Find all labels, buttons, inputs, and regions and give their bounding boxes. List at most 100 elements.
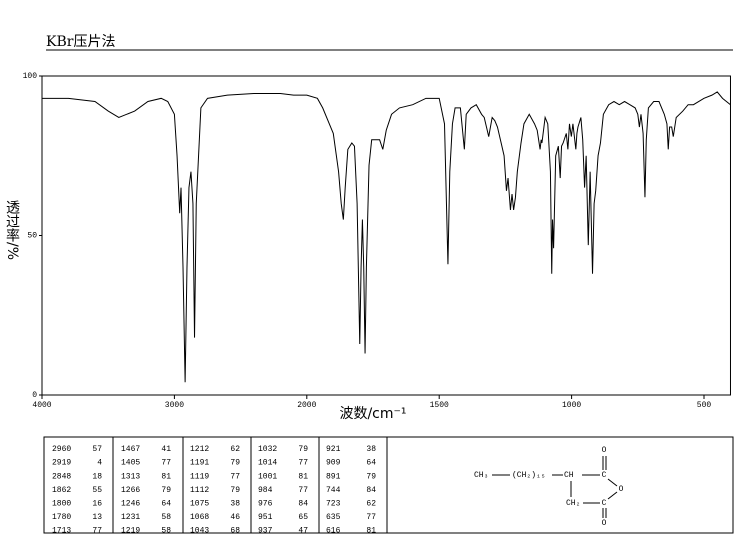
peak-transmittance: 79	[161, 486, 171, 495]
peak-wavenumber: 1075	[190, 500, 209, 509]
x-tick-label: 4000	[32, 401, 51, 410]
peak-wavenumber: 616	[326, 527, 341, 536]
peak-wavenumber: 909	[326, 459, 341, 468]
peak-transmittance: 38	[366, 445, 376, 454]
peak-wavenumber: 1467	[121, 445, 140, 454]
structure-label: C	[602, 499, 607, 508]
peak-wavenumber: 1246	[121, 500, 140, 509]
peak-wavenumber: 2960	[52, 445, 71, 454]
peak-wavenumber: 1713	[52, 527, 71, 536]
peak-wavenumber: 635	[326, 513, 341, 522]
peak-transmittance: 77	[230, 472, 240, 481]
peak-transmittance: 64	[366, 459, 376, 468]
y-axis-label: 透过率/%	[4, 200, 20, 260]
y-tick-label: 50	[27, 232, 37, 241]
y-tick-label: 100	[23, 72, 38, 81]
peak-transmittance: 13	[92, 513, 102, 522]
peak-transmittance: 68	[230, 527, 240, 536]
y-tick-label: 0	[32, 391, 37, 400]
peak-wavenumber: 1219	[121, 527, 140, 536]
peak-transmittance: 81	[161, 472, 171, 481]
peak-wavenumber: 2848	[52, 472, 71, 481]
peak-transmittance: 77	[298, 486, 308, 495]
peak-transmittance: 77	[161, 459, 171, 468]
table-frame	[43, 436, 734, 534]
peak-transmittance: 77	[366, 513, 376, 522]
peak-wavenumber: 1266	[121, 486, 140, 495]
x-tick-label: 1500	[430, 401, 449, 410]
peak-transmittance: 46	[230, 513, 240, 522]
peak-wavenumber: 921	[326, 445, 341, 454]
peak-transmittance: 81	[366, 527, 376, 536]
peak-wavenumber: 937	[258, 527, 273, 536]
peak-wavenumber: 1212	[190, 445, 209, 454]
peak-wavenumber: 1014	[258, 459, 277, 468]
structure-label: CH₃	[474, 471, 488, 480]
peak-transmittance: 58	[161, 513, 171, 522]
peak-wavenumber: 723	[326, 500, 341, 509]
peak-wavenumber: 1780	[52, 513, 71, 522]
peak-transmittance: 41	[161, 445, 171, 454]
structure-label: CH₂	[566, 499, 580, 508]
peak-transmittance: 64	[161, 500, 171, 509]
peak-wavenumber: 1800	[52, 500, 71, 509]
peak-wavenumber: 1068	[190, 513, 209, 522]
structure: CH₃ (CH₂)₁₅ CH C O O CH₂ C O	[474, 446, 624, 528]
peak-wavenumber: 1191	[190, 459, 209, 468]
peak-wavenumber: 1231	[121, 513, 140, 522]
peak-wavenumber: 1032	[258, 445, 277, 454]
peak-transmittance: 81	[298, 472, 308, 481]
x-tick-label: 1000	[562, 401, 581, 410]
structure-label: C	[602, 471, 607, 480]
peak-transmittance: 77	[298, 459, 308, 468]
bond	[607, 491, 618, 500]
peak-wavenumber: 951	[258, 513, 273, 522]
peak-transmittance: 79	[366, 472, 376, 481]
structure-label: O	[602, 446, 607, 455]
peak-transmittance: 38	[230, 500, 240, 509]
peak-wavenumber: 1313	[121, 472, 140, 481]
spectrum-line	[42, 91, 731, 383]
peak-transmittance: 79	[230, 459, 240, 468]
peak-wavenumber: 1119	[190, 472, 209, 481]
peak-transmittance: 79	[298, 445, 308, 454]
peak-wavenumber: 1862	[52, 486, 71, 495]
chart-title: KBr压片法	[46, 34, 115, 50]
peak-wavenumber: 2919	[52, 459, 71, 468]
peak-table: 2960 57 2919 4 2848 18 1862 55 1800 16 1780 13 1713 7…	[43, 436, 734, 536]
peak-transmittance: 55	[92, 486, 102, 495]
peak-transmittance: 47	[298, 527, 308, 536]
peak-transmittance: 58	[161, 527, 171, 536]
peak-wavenumber: 1043	[190, 527, 209, 536]
peak-transmittance: 62	[230, 445, 240, 454]
x-axis-label: 波数/cm⁻¹	[339, 406, 406, 422]
peak-transmittance: 79	[230, 486, 240, 495]
plot-frame	[41, 75, 731, 396]
plot: 4000 3000 2000 1500 1000 500 0 50 100	[23, 72, 731, 410]
peak-transmittance: 77	[92, 527, 102, 536]
structure-label: CH	[564, 471, 574, 480]
x-tick-label: 500	[697, 401, 712, 410]
x-tick-label: 2000	[297, 401, 316, 410]
peak-wavenumber: 1405	[121, 459, 140, 468]
peak-transmittance: 4	[97, 459, 102, 468]
peak-transmittance: 18	[92, 472, 102, 481]
peak-transmittance: 62	[366, 500, 376, 509]
peak-transmittance: 84	[366, 486, 376, 495]
peak-transmittance: 57	[92, 445, 102, 454]
structure-label: O	[602, 519, 607, 528]
structure-label: (CH₂)₁₅	[512, 471, 546, 480]
peak-wavenumber: 984	[258, 486, 273, 495]
peak-wavenumber: 891	[326, 472, 341, 481]
structure-label: O	[619, 485, 624, 494]
peak-transmittance: 65	[298, 513, 308, 522]
peak-transmittance: 16	[92, 500, 102, 509]
peak-transmittance: 84	[298, 500, 308, 509]
x-tick-label: 3000	[165, 401, 184, 410]
bond	[607, 478, 618, 487]
peak-wavenumber: 744	[326, 486, 341, 495]
peak-wavenumber: 1001	[258, 472, 277, 481]
peak-wavenumber: 976	[258, 500, 273, 509]
peak-wavenumber: 1112	[190, 486, 209, 495]
